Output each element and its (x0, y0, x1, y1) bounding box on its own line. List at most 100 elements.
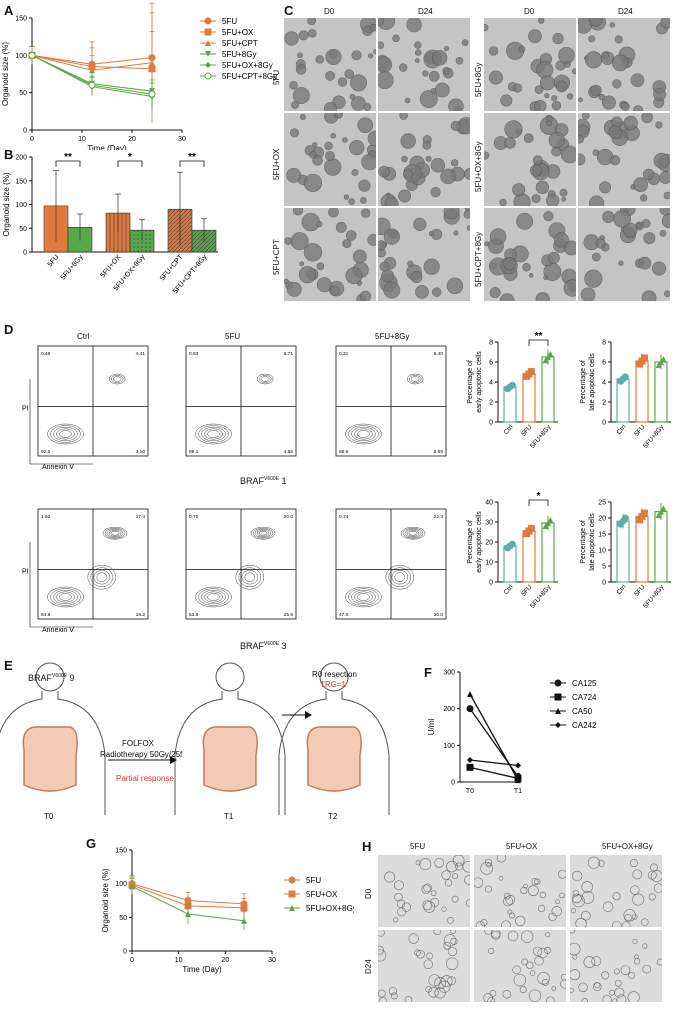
colon (306, 726, 362, 792)
quadrant-value: 6.40 (434, 351, 444, 357)
organoid (489, 990, 497, 997)
c-micrograph (378, 113, 470, 206)
organoid (303, 243, 323, 262)
organoid (528, 273, 534, 278)
contour (195, 423, 232, 445)
organoid (630, 885, 640, 895)
organoid (351, 168, 359, 176)
organoid (571, 68, 576, 75)
contour (204, 428, 223, 440)
organoid (373, 49, 376, 55)
organoid (588, 35, 596, 43)
organoid (543, 211, 554, 222)
organoid (539, 891, 547, 899)
e-resection: R0 resection (312, 670, 357, 679)
organoid (461, 39, 469, 46)
organoid (351, 96, 366, 111)
quadrant-value: 4.55 (284, 449, 294, 455)
organoid (627, 991, 640, 1002)
x-tick-label: 5FU+8Gy (529, 423, 553, 450)
organoid (348, 198, 355, 205)
c-micrograph (484, 18, 576, 111)
legend-marker (288, 890, 296, 898)
organoid (423, 883, 432, 893)
y-tick-label: 300 (443, 670, 455, 677)
organoid (335, 221, 347, 233)
organoid (452, 855, 465, 867)
organoid (572, 870, 583, 882)
organoid (578, 153, 586, 166)
organoid (316, 277, 332, 293)
organoid (480, 862, 493, 875)
x-axis-label: Time (Day) (87, 144, 127, 150)
organoid (466, 225, 470, 231)
contour (354, 428, 373, 440)
organoid (342, 239, 352, 249)
organoid (367, 234, 376, 246)
organoid (491, 930, 501, 939)
y-tick-label: 0 (23, 250, 27, 257)
organoid (596, 148, 614, 166)
organoid (591, 252, 601, 262)
organoid (650, 870, 662, 882)
e-treatment2: Radiotherapy 50Gy/25f (100, 750, 183, 759)
y-tick-label: 2 (489, 400, 493, 407)
organoid (553, 232, 569, 248)
organoid (334, 113, 343, 119)
y-tick-label: 10 (598, 548, 606, 555)
organoid (618, 260, 624, 266)
organoid (450, 937, 458, 945)
x-tick-label: 20 (221, 957, 229, 964)
organoid (570, 987, 574, 994)
organoid (653, 152, 670, 169)
organoid (464, 874, 470, 885)
y-tick-label: 0 (123, 949, 127, 956)
organoid (555, 80, 568, 93)
organoid (384, 871, 396, 883)
h-micrograph (570, 855, 662, 927)
organoid (621, 921, 631, 927)
e-t0: T0 (44, 812, 54, 821)
organoid (659, 171, 670, 184)
x-tick-label: 30 (178, 136, 186, 143)
quadrant-value: 3.10 (136, 449, 146, 455)
bar (503, 386, 517, 423)
significance-label: ** (535, 331, 543, 342)
panel-e-letter: E (4, 658, 13, 673)
y-tick-label: 10 (485, 560, 493, 567)
organoid (534, 99, 547, 111)
contour (198, 588, 229, 606)
organoid (404, 996, 413, 1002)
panel-g-letter: G (86, 836, 97, 851)
organoid (422, 900, 433, 911)
contour (47, 423, 84, 445)
organoid (580, 287, 596, 301)
organoid (428, 70, 440, 82)
organoid (502, 989, 512, 999)
organoid (378, 997, 388, 1002)
organoid (423, 258, 440, 275)
organoid (663, 290, 670, 298)
organoid (536, 61, 554, 79)
contour (351, 589, 376, 605)
y-tick-label: 5 (602, 564, 606, 571)
organoid (531, 194, 541, 204)
contour (90, 567, 114, 587)
organoid (560, 973, 566, 981)
organoid (608, 125, 622, 139)
contour (50, 588, 81, 606)
quadrant-value: 6.69 (434, 449, 444, 455)
y-tick-label: 200 (15, 155, 27, 162)
organoid (651, 261, 667, 276)
y-tick-label: 50 (19, 90, 27, 97)
quadrant-value: 53.6 (189, 612, 199, 618)
organoid (543, 946, 552, 954)
organoid (659, 230, 667, 237)
organoid (392, 34, 400, 43)
organoid (640, 194, 648, 202)
organoid (611, 54, 629, 72)
organoid (584, 269, 603, 288)
data-point (28, 51, 36, 59)
c-micrograph (578, 208, 670, 301)
organoid (520, 886, 528, 895)
